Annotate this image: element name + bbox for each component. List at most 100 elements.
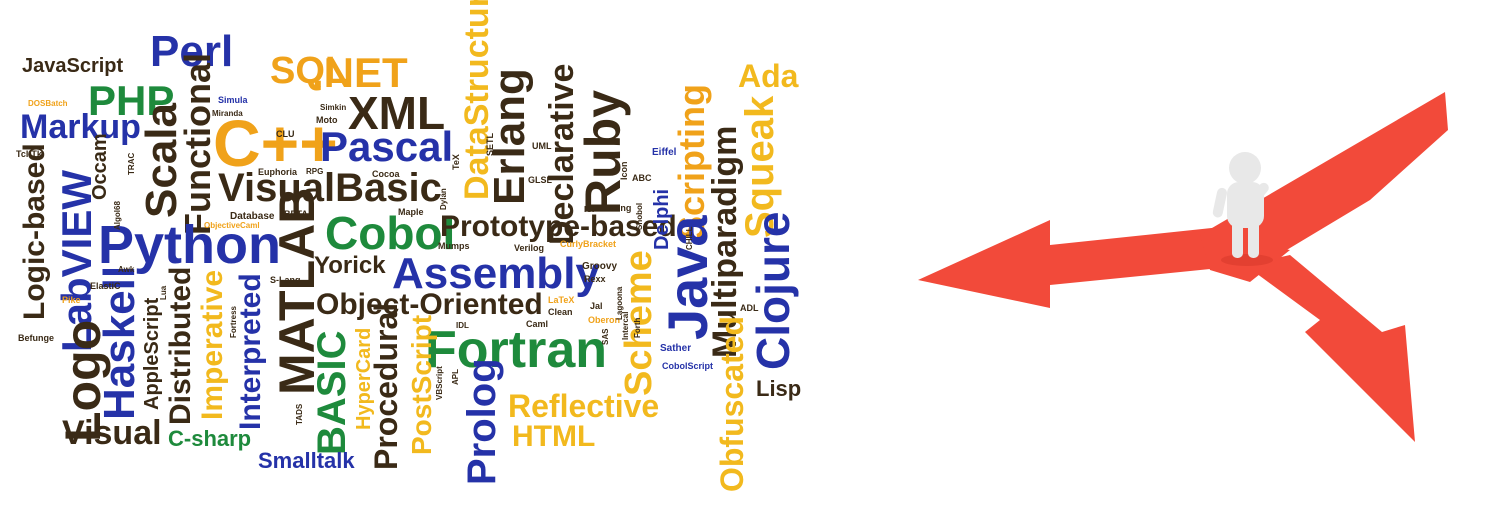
word-rpg: RPG — [306, 167, 324, 176]
word-lisp: Lisp — [756, 376, 802, 401]
word-elastic: ElastiC — [90, 281, 121, 291]
word-ruby: Ruby — [575, 90, 631, 215]
word-basic: BASIC — [310, 330, 354, 455]
arrow-down-right — [1245, 255, 1415, 442]
word-chill: CHILL — [685, 226, 694, 250]
word-perl: Perl — [150, 27, 234, 76]
word-scala: Scala — [137, 103, 186, 218]
word-abc: ABC — [632, 173, 652, 183]
word-hypercard: HyperCard — [353, 327, 375, 430]
word-simkin: Simkin — [320, 103, 347, 112]
word-simula: Simula — [218, 95, 248, 105]
word-database: Database — [230, 211, 275, 222]
word-ici: ICI — [584, 205, 595, 214]
word-prototype: Prototype-based — [440, 210, 677, 243]
crossroads-arrows-illustration — [918, 92, 1448, 442]
word-tcltk: Tcl-Tk — [16, 149, 42, 159]
word-cobolscript: CobolScript — [662, 361, 713, 371]
standing-person-figure — [1212, 152, 1273, 266]
word-objectivecaml: ObjectiveCaml — [204, 221, 260, 230]
word-glsl: GLSL — [528, 175, 552, 185]
word-cpp: C++ — [213, 106, 338, 180]
word-euphoria: Euphoria — [258, 167, 298, 177]
word-prolog: Prolog — [460, 358, 504, 485]
word-icon: Icon — [619, 161, 629, 180]
word-visualbasic: VisualBasic — [218, 166, 442, 210]
word-obfuscated: Obfuscated — [714, 315, 750, 492]
person-left-leg — [1232, 220, 1243, 258]
word-reflective: Reflective — [508, 388, 660, 424]
word-sas: SAS — [601, 328, 610, 345]
word-intercal: Intercal — [621, 311, 630, 340]
person-right-arm — [1249, 182, 1269, 204]
arrow-left — [918, 220, 1250, 308]
word-cocoa: Cocoa — [372, 169, 400, 179]
word-csharp: C-sharp — [168, 426, 252, 451]
word-slang: S-Lang — [270, 275, 301, 285]
word-caml: Caml — [526, 319, 549, 329]
word-fortress: Fortress — [229, 305, 238, 338]
language-word-cloud: JavaScript Perl PHP SQL .NET XML Ada Dat… — [16, 0, 802, 492]
word-clu: CLU — [276, 129, 295, 139]
word-oop: Object-Oriented — [316, 288, 543, 321]
word-dosbatch: DOSBatch — [28, 99, 68, 108]
word-visual: Visual — [62, 414, 162, 452]
word-assembly: Assembly — [392, 249, 600, 298]
word-befunge: Befunge — [18, 333, 54, 343]
word-moto: Moto — [316, 115, 338, 125]
word-curlybracket: CurlyBracket — [560, 239, 617, 249]
person-shadow — [1221, 254, 1273, 266]
word-setl: SETL — [485, 132, 495, 156]
word-apl: APL — [451, 369, 460, 385]
word-idl: IDL — [456, 321, 469, 330]
word-sql: SQL — [270, 50, 349, 92]
word-verilog: Verilog — [514, 243, 545, 253]
word-groovy: Groovy — [582, 261, 618, 272]
word-tex: TeX — [451, 154, 461, 170]
word-dylan: Dylan — [439, 188, 448, 210]
word-applescript: AppleScript — [141, 297, 163, 410]
word-clojure: Clojure — [747, 211, 799, 370]
person-left-arm — [1212, 187, 1227, 218]
word-html: HTML — [512, 420, 596, 453]
word-pascal: Pascal — [320, 123, 454, 170]
word-mumps: Mumps — [438, 241, 470, 251]
word-tads: TADS — [295, 403, 304, 425]
word-interpreted: Interpreted — [234, 273, 267, 430]
word-miranda: Miranda — [212, 109, 243, 118]
person-right-leg — [1248, 220, 1259, 258]
word-sather: Sather — [660, 343, 692, 354]
word-turing: Turing — [604, 203, 632, 213]
word-algo68: Algol68 — [113, 201, 122, 230]
word-cobol: Cobol — [325, 207, 456, 259]
word-fortran: Fortran — [425, 321, 607, 379]
word-vbscript: VBScript — [435, 366, 444, 400]
word-logic: Logic-based — [18, 143, 51, 320]
word-javascript: JavaScript — [22, 55, 124, 77]
word-beta: BETA — [284, 209, 308, 219]
word-oberon: Oberon — [588, 315, 621, 325]
word-eiffel: Eiffel — [652, 147, 677, 158]
word-pike: Pike — [62, 295, 81, 305]
word-distributed: Distributed — [164, 266, 197, 425]
word-trac: TRAC — [127, 152, 136, 175]
word-awk: Awk — [118, 265, 135, 274]
word-imperative: Imperative — [196, 269, 229, 420]
word-xml: XML — [348, 87, 446, 139]
word-smalltalk: Smalltalk — [258, 448, 355, 473]
word-python: Python — [98, 215, 281, 275]
word-postscript: PostScript — [406, 314, 437, 455]
word-latex: LaTeX — [548, 295, 575, 305]
word-ada: Ada — [738, 58, 799, 94]
word-net: .NET — [312, 49, 408, 96]
word-adl: ADL — [740, 303, 759, 313]
word-yorick: Yorick — [314, 252, 386, 279]
word-occam: Occam — [89, 133, 111, 200]
word-delphi: Delphi — [651, 188, 673, 250]
word-rexx: Rexx — [584, 274, 606, 284]
word-clean: Clean — [548, 307, 573, 317]
word-forth: Forth — [633, 317, 642, 338]
word-uml: UML — [532, 141, 552, 151]
word-maple: Maple — [398, 207, 424, 217]
arrow-up-right — [1200, 92, 1448, 275]
